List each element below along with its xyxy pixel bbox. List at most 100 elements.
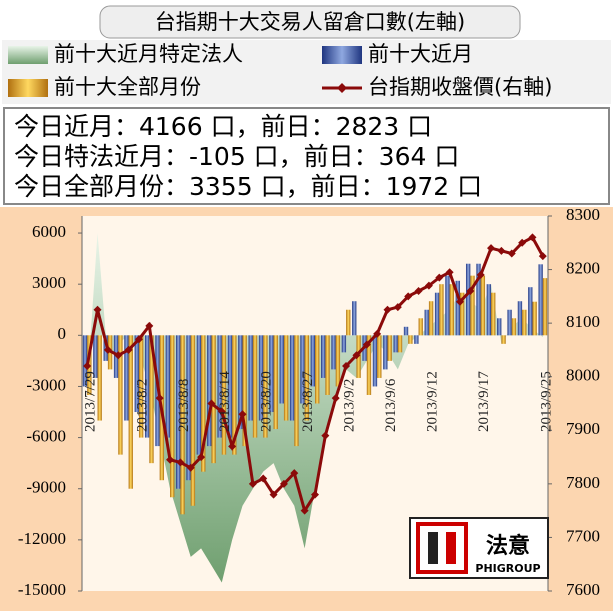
line-marker	[269, 490, 278, 499]
bar	[97, 335, 102, 421]
bar	[387, 335, 392, 361]
bar	[300, 335, 305, 404]
x-tick-label: 2013/7/29	[83, 371, 99, 432]
bar	[248, 335, 253, 421]
y2-tick-label: 7900	[566, 419, 600, 438]
bar	[341, 335, 347, 353]
line-marker	[166, 455, 175, 464]
bar	[424, 309, 429, 336]
bar	[149, 335, 154, 464]
bar	[207, 335, 212, 447]
y2-tick-label: 7700	[566, 526, 600, 545]
bar	[144, 335, 150, 438]
line-marker	[145, 321, 154, 330]
bar	[252, 335, 258, 438]
bar	[190, 335, 196, 506]
x-tick-label: 2013/8/2	[134, 379, 150, 432]
bar	[517, 301, 523, 336]
bar	[242, 335, 247, 447]
bar	[211, 335, 216, 464]
x-tick-label: 2013/9/25	[538, 371, 554, 432]
bar	[470, 275, 475, 336]
bar	[393, 335, 398, 353]
line-marker	[217, 407, 226, 416]
line-marker	[342, 362, 351, 370]
line-marker	[393, 303, 402, 312]
logo-name: 法意	[486, 533, 530, 559]
line-marker	[383, 305, 392, 314]
bar	[186, 335, 191, 481]
line-marker	[352, 351, 361, 360]
line-marker	[455, 297, 464, 306]
line-marker	[176, 458, 185, 467]
bar	[459, 292, 465, 336]
bar	[501, 335, 506, 344]
line-marker	[248, 479, 257, 488]
line-marker	[290, 469, 299, 478]
line-marker	[103, 345, 112, 354]
line-marker	[518, 238, 527, 247]
bar	[124, 335, 129, 421]
bar	[366, 335, 372, 395]
bar	[418, 318, 423, 336]
bar	[134, 335, 139, 413]
line-marker	[197, 453, 206, 462]
bar	[372, 335, 378, 387]
x-tick-label: 2013/8/8	[176, 379, 192, 432]
line-marker	[497, 246, 506, 255]
legend-box	[2, 40, 611, 104]
bar	[434, 292, 440, 336]
bar	[217, 335, 222, 438]
line-marker	[362, 340, 371, 349]
bar	[445, 275, 450, 336]
y-tick-label: -6000	[26, 426, 66, 445]
line-marker	[424, 281, 433, 290]
bar	[377, 335, 382, 378]
bar	[497, 318, 502, 336]
line-marker	[487, 244, 496, 253]
y2-tick-label: 8300	[566, 205, 600, 224]
bar	[165, 335, 171, 438]
bar	[476, 263, 481, 336]
bar	[279, 335, 284, 404]
bar	[289, 335, 295, 421]
bar	[118, 335, 123, 455]
bar	[352, 301, 357, 336]
line-marker	[538, 252, 547, 261]
area	[87, 233, 543, 583]
bar	[180, 335, 185, 515]
line-marker	[476, 270, 485, 279]
line-marker	[311, 490, 319, 499]
bar	[294, 335, 299, 447]
bar	[269, 335, 274, 413]
line-marker	[207, 399, 216, 408]
y-tick-label: -9000	[26, 478, 66, 497]
bar	[383, 335, 388, 370]
legend-label: 前十大近月	[368, 42, 473, 66]
info-box	[3, 107, 610, 205]
logo-sub: PHIGROUP	[475, 562, 540, 575]
bar	[538, 264, 543, 336]
y2-tick-label: 8100	[566, 312, 600, 331]
line-marker	[124, 345, 133, 354]
bar	[465, 263, 471, 336]
bar	[170, 335, 175, 498]
legend-swatch	[8, 79, 48, 97]
bar	[428, 301, 434, 336]
bar	[491, 292, 496, 336]
y2-tick-label: 7800	[566, 473, 600, 492]
bar	[542, 278, 548, 336]
logo-icon	[428, 532, 438, 564]
bar	[82, 335, 88, 387]
bar	[321, 335, 326, 378]
bar	[263, 335, 268, 438]
y-tick-label: 3000	[32, 273, 66, 292]
line-marker	[300, 506, 309, 515]
bar	[176, 335, 181, 489]
bar	[325, 335, 330, 395]
y2-tick-label: 7600	[566, 580, 600, 599]
line-marker	[228, 442, 237, 451]
logo-icon	[446, 532, 456, 564]
x-tick-label: 2013/8/27	[300, 371, 316, 432]
